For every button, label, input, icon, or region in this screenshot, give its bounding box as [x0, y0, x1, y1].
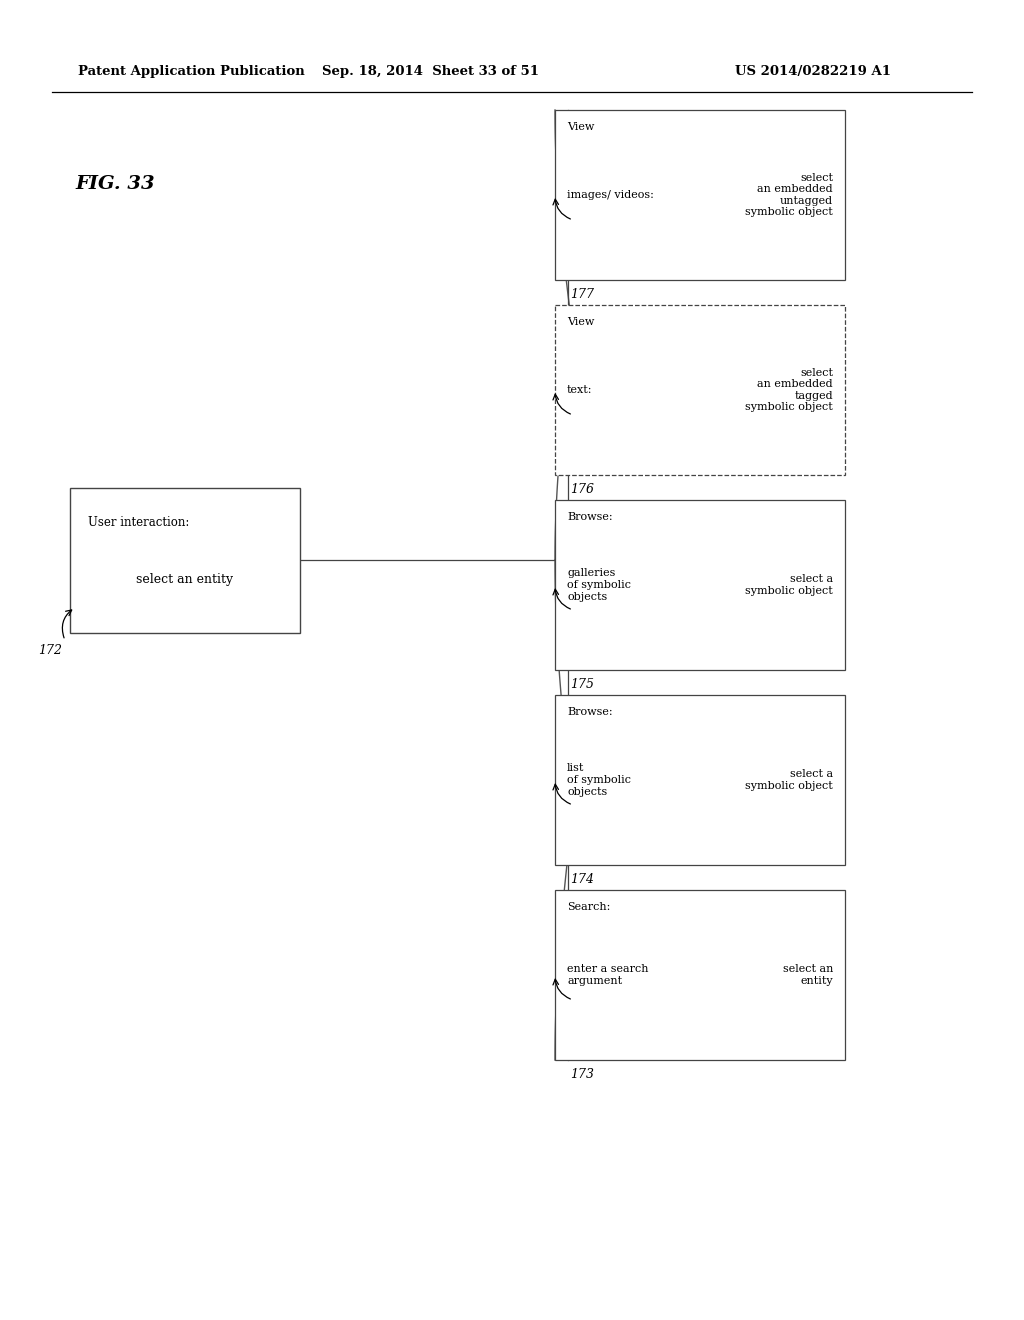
Bar: [555, 110, 845, 280]
Text: Patent Application Publication: Patent Application Publication: [78, 65, 305, 78]
Text: FIG. 33: FIG. 33: [75, 176, 155, 193]
Text: select a
symbolic object: select a symbolic object: [745, 770, 833, 791]
Text: View: View: [567, 317, 594, 327]
Text: User interaction:: User interaction:: [88, 516, 189, 528]
Bar: [555, 305, 845, 475]
Text: select
an embedded
tagged
symbolic object: select an embedded tagged symbolic objec…: [745, 367, 833, 412]
Text: select a
symbolic object: select a symbolic object: [745, 574, 833, 595]
Text: Browse:: Browse:: [567, 708, 612, 717]
Text: text:: text:: [567, 385, 593, 395]
Text: select an entity: select an entity: [136, 573, 233, 586]
Text: 174: 174: [570, 873, 594, 886]
Text: 172: 172: [38, 644, 62, 657]
Text: Search:: Search:: [567, 902, 610, 912]
Bar: [555, 890, 845, 1060]
Text: select an
entity: select an entity: [782, 964, 833, 986]
Text: Browse:: Browse:: [567, 512, 612, 521]
Bar: [555, 696, 845, 865]
Text: 173: 173: [570, 1068, 594, 1081]
Text: enter a search
argument: enter a search argument: [567, 964, 648, 986]
Text: 177: 177: [570, 288, 594, 301]
Text: View: View: [567, 121, 594, 132]
Text: list
of symbolic
objects: list of symbolic objects: [567, 763, 631, 796]
Text: Sep. 18, 2014  Sheet 33 of 51: Sep. 18, 2014 Sheet 33 of 51: [322, 65, 539, 78]
Text: galleries
of symbolic
objects: galleries of symbolic objects: [567, 569, 631, 602]
Text: 175: 175: [570, 678, 594, 690]
Text: 176: 176: [570, 483, 594, 496]
Bar: [555, 500, 845, 671]
Bar: [70, 487, 300, 632]
Text: US 2014/0282219 A1: US 2014/0282219 A1: [735, 65, 891, 78]
Text: images/ videos:: images/ videos:: [567, 190, 654, 201]
Text: select
an embedded
untagged
symbolic object: select an embedded untagged symbolic obj…: [745, 173, 833, 218]
